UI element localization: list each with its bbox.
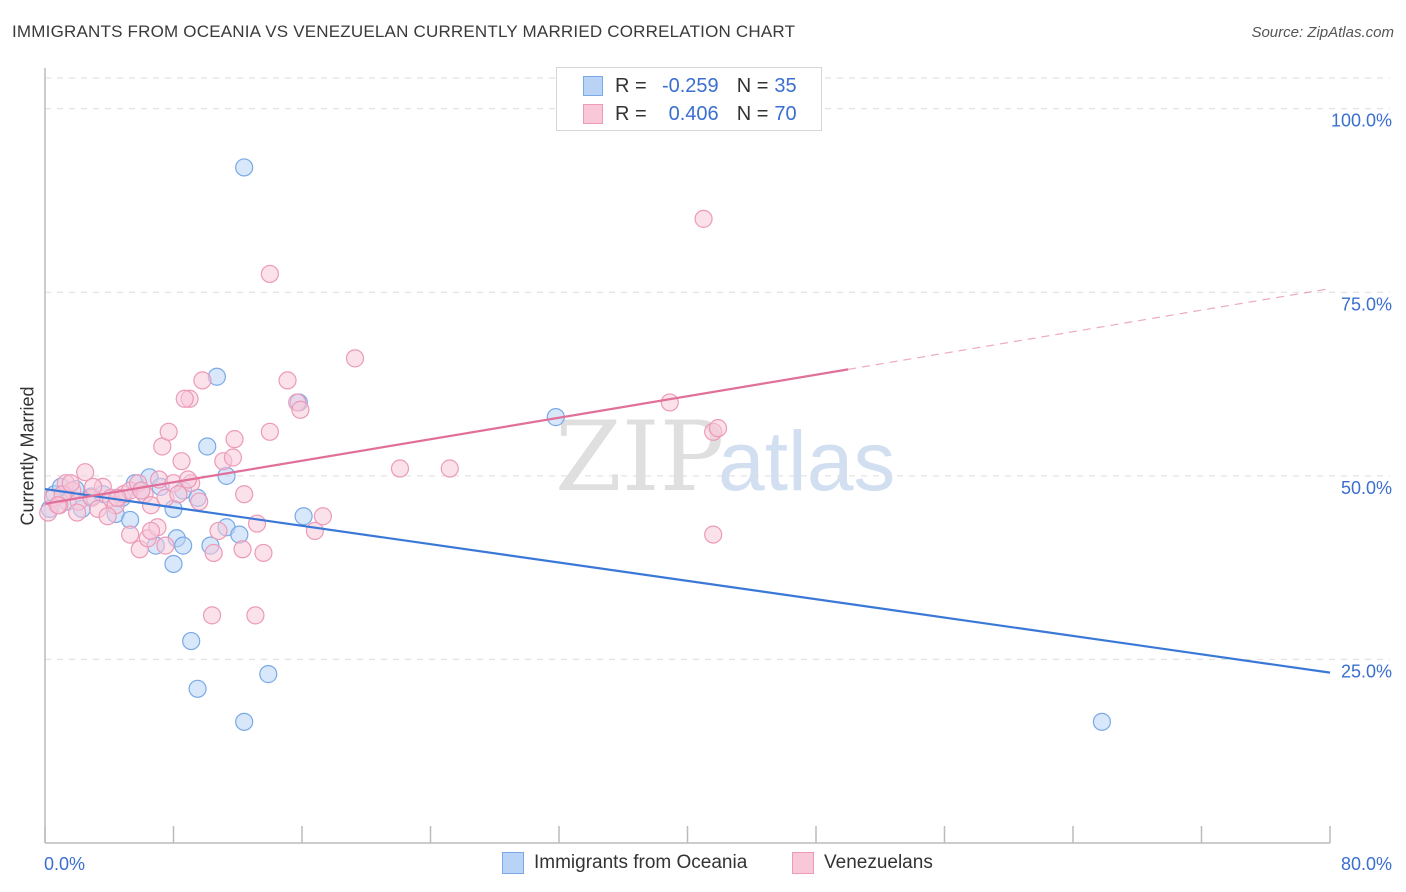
data-point xyxy=(708,419,728,438)
series-legend-label: Venezuelans xyxy=(824,852,933,873)
data-point xyxy=(182,631,201,651)
trend-line xyxy=(44,487,1331,674)
data-point xyxy=(198,437,217,456)
data-point xyxy=(164,554,183,574)
data-point xyxy=(68,503,87,522)
data-point xyxy=(174,536,193,555)
legend-row-venezuelans: R = 0.406 N = 70 xyxy=(583,101,797,127)
data-point xyxy=(48,496,67,515)
series-legend: Immigrants from Oceania Venezuelans xyxy=(0,852,1406,876)
data-point xyxy=(260,264,279,284)
legend-r-label: R = xyxy=(615,102,647,125)
legend-n-label: N = xyxy=(736,102,769,125)
trend-line-extension xyxy=(848,288,1331,370)
data-point xyxy=(209,521,228,541)
data-point xyxy=(235,712,254,731)
data-point xyxy=(169,485,188,504)
data-point xyxy=(230,525,249,544)
y-axis-label: Currently Married xyxy=(17,386,38,526)
y-tick-label: 100.0% xyxy=(1331,111,1392,131)
legend-n-value: 35 xyxy=(774,74,797,97)
data-point xyxy=(313,507,332,526)
data-point xyxy=(704,525,723,544)
data-point xyxy=(235,158,254,177)
data-point xyxy=(694,209,713,228)
legend-row-oceania: R = -0.259 N = 35 xyxy=(583,73,797,99)
chart-title: IMMIGRANTS FROM OCEANIA VS VENEZUELAN CU… xyxy=(12,22,796,41)
x-tick-label-right: 80.0% xyxy=(1341,854,1392,874)
source-label: Source: ZipAtlas.com xyxy=(1251,24,1394,41)
data-point xyxy=(132,481,151,500)
trend-line xyxy=(44,368,849,505)
y-tick-label: 75.0% xyxy=(1341,294,1392,314)
series-legend-venezuelans[interactable]: Venezuelans xyxy=(792,852,933,874)
series-legend-oceania[interactable]: Immigrants from Oceania xyxy=(502,852,747,874)
y-tick-label: 25.0% xyxy=(1341,661,1392,681)
data-point xyxy=(121,525,140,544)
correlation-legend: R = -0.259 N = 35 R = 0.406 N = 70 xyxy=(556,67,822,131)
data-point xyxy=(1092,712,1112,731)
data-point xyxy=(172,452,191,471)
data-point xyxy=(175,389,194,408)
data-point xyxy=(345,349,365,368)
watermark-atlas: atlas xyxy=(718,414,895,508)
data-point xyxy=(233,540,252,559)
legend-swatch-pink xyxy=(583,104,603,124)
data-point xyxy=(235,485,254,504)
x-tick-label-left: 0.0% xyxy=(44,854,85,874)
legend-r-value: 0.406 xyxy=(668,102,719,125)
data-point xyxy=(76,463,95,482)
data-point xyxy=(278,371,297,390)
data-point xyxy=(204,543,223,563)
data-point xyxy=(202,606,222,625)
data-point xyxy=(61,474,80,493)
data-point xyxy=(259,665,278,684)
series-swatch-pink xyxy=(792,852,814,874)
data-point xyxy=(190,492,209,511)
series-legend-label: Immigrants from Oceania xyxy=(534,852,748,873)
legend-swatch-blue xyxy=(583,76,603,96)
data-point xyxy=(84,477,103,496)
data-point xyxy=(156,536,175,555)
watermark-zip: ZIP xyxy=(555,401,724,513)
legend-r-label: R = xyxy=(615,74,647,97)
data-point xyxy=(246,606,265,625)
legend-r-value: -0.259 xyxy=(661,74,719,97)
data-point xyxy=(188,679,207,698)
data-point xyxy=(294,507,313,526)
data-point xyxy=(223,448,243,467)
data-point xyxy=(217,466,236,485)
data-point xyxy=(254,543,273,563)
data-point xyxy=(225,430,244,449)
data-point xyxy=(260,422,279,441)
data-point xyxy=(291,400,310,419)
data-point xyxy=(440,459,459,478)
data-point xyxy=(159,422,178,441)
legend-n-value: 70 xyxy=(774,102,797,125)
data-point xyxy=(98,507,117,526)
y-tick-label: 50.0% xyxy=(1341,478,1392,498)
series-swatch-blue xyxy=(502,852,524,874)
data-point xyxy=(660,393,679,412)
data-point xyxy=(193,371,212,390)
legend-n-label: N = xyxy=(736,74,769,97)
data-point xyxy=(390,459,410,478)
data-point xyxy=(141,521,161,541)
